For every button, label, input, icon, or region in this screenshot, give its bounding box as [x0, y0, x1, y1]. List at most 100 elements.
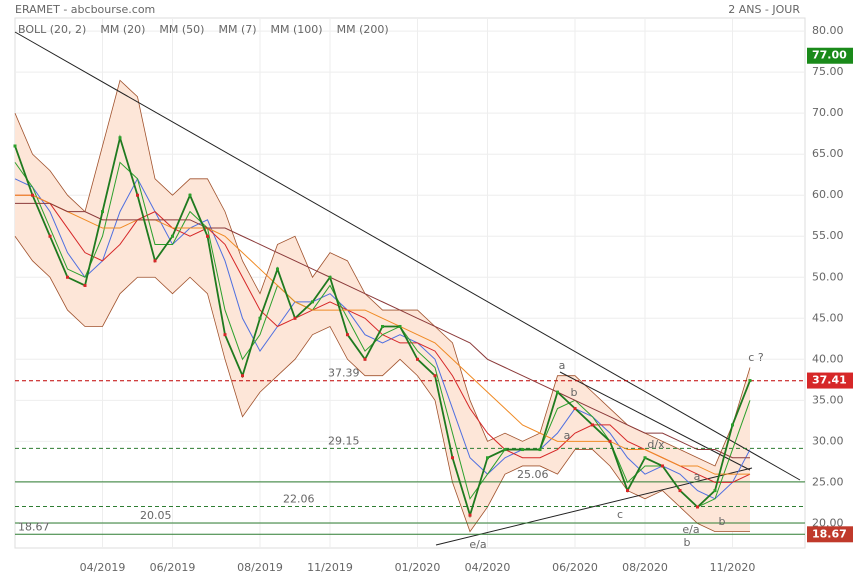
price-point: [31, 193, 34, 197]
price-point: [538, 448, 542, 452]
level-label: 22.06: [283, 492, 315, 505]
price-point: [381, 324, 384, 328]
price-point: [311, 300, 314, 304]
price-point: [591, 423, 594, 427]
level-label: 18.67: [18, 520, 50, 533]
bollinger-band: [15, 80, 750, 532]
wave-label: a: [559, 359, 566, 372]
price-point: [468, 513, 472, 517]
wave-label: b: [684, 536, 691, 549]
x-tick-label: 11/2019: [307, 561, 353, 574]
price-point: [416, 357, 419, 361]
wave-label: c ?: [748, 351, 764, 364]
legend-entry: MM (200): [337, 23, 389, 36]
y-tick-label: 25.00: [812, 475, 844, 488]
x-tick-label: 08/2020: [622, 561, 668, 574]
y-tick-label: 50.00: [812, 270, 844, 283]
y-tick-label: 75.00: [812, 65, 844, 78]
price-point: [241, 374, 244, 378]
level-label: 25.06: [517, 468, 549, 481]
wave-label: c: [617, 508, 623, 521]
price-point: [136, 193, 139, 197]
price-point: [398, 324, 402, 328]
wave-label: b: [571, 386, 578, 399]
price-point: [171, 234, 174, 238]
level-label: 20.05: [140, 509, 172, 522]
wave-label: a: [564, 429, 571, 442]
price-point: [258, 316, 262, 320]
price-point: [748, 379, 752, 383]
price-tag: [807, 526, 853, 543]
wave-label: e/a: [682, 523, 699, 536]
chart-title: ERAMET - abcbourse.com: [15, 3, 155, 16]
price-point: [626, 489, 629, 493]
level-label: 37.39: [328, 367, 360, 380]
legend-entry: BOLL (20, 2): [18, 23, 86, 36]
price-tag-label: 77.00: [812, 49, 847, 62]
y-tick-label: 60.00: [812, 188, 844, 201]
price-point: [451, 456, 454, 460]
price-point: [48, 234, 52, 238]
x-tick-label: 04/2019: [80, 561, 126, 574]
price-tag-label: 37.41: [812, 374, 847, 387]
price-point: [556, 390, 559, 394]
moving-average: [15, 202, 750, 459]
plot-frame: [14, 17, 806, 549]
trend-line: [14, 31, 801, 481]
price-point: [13, 144, 17, 148]
price-point: [696, 505, 699, 509]
y-tick-label: 45.00: [812, 311, 844, 324]
price-point: [678, 489, 682, 493]
price-point: [223, 333, 227, 337]
price-point: [713, 489, 717, 493]
y-tick-label: 80.00: [812, 24, 844, 37]
price-point: [661, 464, 664, 468]
y-tick-label: 20.00: [812, 516, 844, 529]
price-point: [503, 448, 507, 452]
x-tick-label: 06/2020: [552, 561, 598, 574]
y-tick-label: 30.00: [812, 434, 844, 447]
chart-subtitle: 2 ANS - JOUR: [728, 3, 800, 16]
price-point: [188, 193, 192, 197]
price-point: [153, 259, 157, 263]
wave-label: b: [719, 515, 726, 528]
x-tick-label: 08/2019: [237, 561, 283, 574]
price-point: [118, 136, 122, 140]
price-point: [206, 234, 209, 238]
y-tick-label: 40.00: [812, 352, 844, 365]
wave-label: d/x: [647, 438, 665, 451]
legend-entry: MM (7): [218, 23, 256, 36]
legend-entry: MM (100): [271, 23, 323, 36]
price-point: [486, 456, 489, 460]
price-point: [643, 456, 647, 460]
price-point: [573, 407, 577, 411]
price-tag-label: 18.67: [812, 527, 847, 540]
moving-average: [14, 161, 751, 508]
y-tick-label: 65.00: [812, 147, 844, 160]
price-point: [293, 316, 297, 320]
x-tick-label: 11/2020: [710, 561, 756, 574]
price-point: [521, 448, 524, 452]
price-tag: [807, 47, 853, 64]
legend-entry: MM (50): [159, 23, 204, 36]
x-tick-label: 06/2019: [150, 561, 196, 574]
price-point: [101, 210, 104, 214]
price-point: [66, 275, 69, 279]
wave-label: a: [694, 470, 701, 483]
price-point: [83, 283, 87, 287]
price-point: [346, 333, 349, 337]
y-tick-label: 55.00: [812, 229, 844, 242]
price-point: [363, 357, 367, 361]
price-point: [731, 423, 734, 427]
y-tick-label: 70.00: [812, 106, 844, 119]
x-tick-label: 01/2020: [395, 561, 441, 574]
price-point: [433, 374, 437, 378]
price-point: [328, 275, 332, 279]
wave-label: e/a: [469, 538, 486, 551]
price-point: [608, 439, 612, 443]
level-label: 29.15: [328, 434, 360, 447]
price-point: [276, 267, 279, 271]
x-tick-label: 04/2020: [465, 561, 511, 574]
price-tag: [807, 372, 853, 389]
